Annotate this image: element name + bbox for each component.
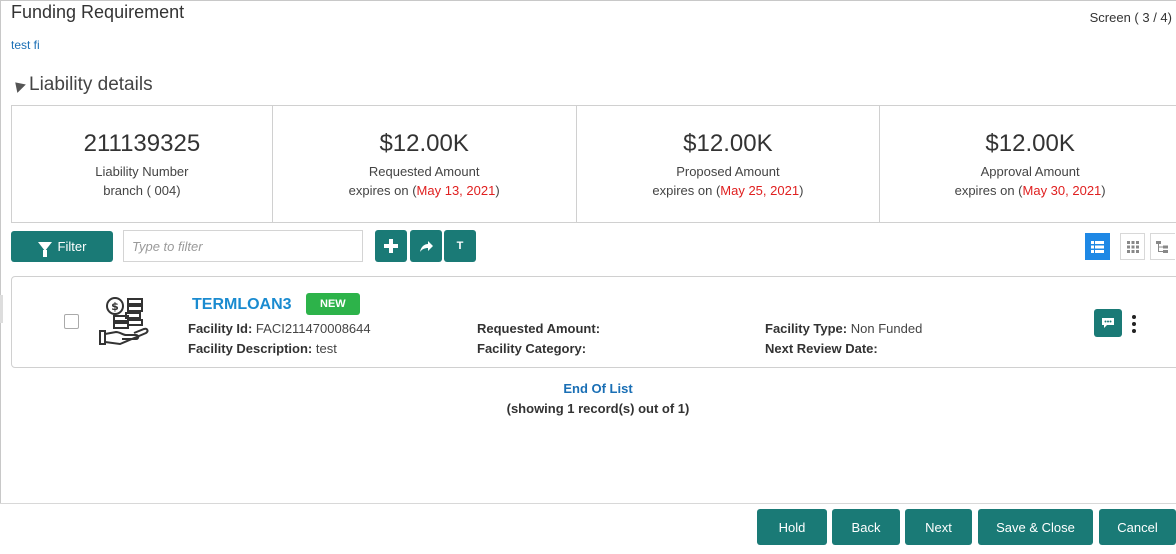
page-subtitle: test fi: [11, 38, 40, 52]
facility-type-value: Non Funded: [850, 321, 923, 336]
card-subline: expires on (May 25, 2021): [652, 181, 803, 200]
card-subline-suffix: ): [799, 183, 804, 198]
card-subline-prefix: expires on (: [348, 183, 417, 198]
save-close-button[interactable]: Save & Close: [978, 509, 1093, 545]
grid-view-icon: [1126, 240, 1139, 253]
facility-description-row: Facility Description: test: [188, 339, 337, 358]
facility-type-row: Facility Type: Non Funded: [765, 319, 922, 338]
facility-id-row: Facility Id: FACI211470008644: [188, 319, 371, 338]
summary-card-liability-number: 211139325 Liability Number branch ( 004): [12, 106, 273, 222]
card-value: $12.00K: [683, 130, 773, 157]
card-value: 211139325: [83, 130, 201, 157]
card-subline: expires on (May 30, 2021): [955, 181, 1106, 200]
facility-category-label: Facility Category:: [477, 341, 587, 356]
cancel-button[interactable]: Cancel: [1099, 509, 1176, 545]
hold-button[interactable]: Hold: [757, 509, 827, 545]
record-title-link[interactable]: TERMLOAN3: [192, 296, 292, 313]
scrollbar-handle[interactable]: [0, 295, 3, 323]
facility-type-label: Facility Type:: [765, 321, 848, 336]
list-item[interactable]: $ TERMLOAN3 NEW Facility Id: FACI2114700…: [11, 276, 1176, 368]
card-subline-prefix: expires on (: [954, 183, 1023, 198]
grid-view-button[interactable]: [1120, 233, 1145, 260]
facility-description-label: Facility Description:: [188, 341, 313, 356]
facility-id-label: Facility Id:: [188, 321, 253, 336]
summary-card-approval-amount: $12.00K Approval Amount expires on (May …: [880, 106, 1176, 222]
summary-cards: 211139325 Liability Number branch ( 004)…: [11, 105, 1176, 223]
share-arrow-icon: [420, 241, 433, 252]
template-button[interactable]: T: [444, 230, 476, 262]
card-value: $12.00K: [379, 130, 469, 157]
record-count-text: (showing 1 record(s) out of 1): [506, 401, 690, 416]
status-badge: NEW: [306, 293, 360, 315]
card-subline: branch ( 004): [103, 181, 180, 200]
expiry-date: May 13, 2021: [416, 183, 496, 198]
expiry-date: May 25, 2021: [720, 183, 800, 198]
chat-bubble-icon: [1102, 318, 1114, 328]
card-subline-suffix: ): [1101, 183, 1106, 198]
section-title: Liability details: [29, 74, 153, 95]
money-hand-icon: $: [99, 297, 149, 346]
card-subline: expires on (May 13, 2021): [349, 181, 500, 200]
filter-button[interactable]: Filter: [11, 231, 113, 262]
next-button[interactable]: Next: [905, 509, 972, 545]
filter-button-label: Filter: [57, 239, 87, 254]
card-subline-text: branch ( 004): [103, 183, 181, 198]
list-view-icon: [1091, 240, 1104, 253]
end-of-list-label: End Of List: [563, 381, 633, 396]
facility-id-value: FACI211470008644: [255, 321, 371, 336]
record-checkbox[interactable]: [64, 314, 79, 329]
template-button-label: T: [456, 240, 464, 252]
filter-input[interactable]: [123, 230, 363, 262]
page-title: Funding Requirement: [11, 2, 185, 22]
expiry-date: May 30, 2021: [1022, 183, 1102, 198]
list-view-button[interactable]: [1085, 233, 1110, 260]
requested-amount-label: Requested Amount:: [477, 321, 601, 336]
section-header-liability[interactable]: Liability details: [10, 74, 153, 96]
card-subline-suffix: ): [495, 183, 500, 198]
svg-text:$: $: [111, 300, 119, 313]
add-button[interactable]: [375, 230, 407, 262]
tree-view-button[interactable]: [1150, 233, 1175, 260]
screen-indicator: Screen ( 3 / 4): [1089, 10, 1172, 25]
tree-view-icon: [1156, 240, 1168, 253]
summary-card-proposed-amount: $12.00K Proposed Amount expires on (May …: [577, 106, 881, 222]
requested-amount-row: Requested Amount:: [477, 319, 600, 338]
comments-button[interactable]: [1094, 309, 1122, 337]
card-label: Liability Number: [95, 164, 189, 179]
back-button[interactable]: Back: [832, 509, 900, 545]
facility-category-row: Facility Category:: [477, 339, 586, 358]
share-button[interactable]: [410, 230, 442, 262]
next-review-date-row: Next Review Date:: [765, 339, 878, 358]
next-review-date-label: Next Review Date:: [765, 341, 878, 356]
card-label: Approval Amount: [980, 164, 1080, 179]
summary-card-requested-amount: $12.00K Requested Amount expires on (May…: [273, 106, 577, 222]
more-options-icon[interactable]: [1132, 315, 1136, 333]
plus-icon: [384, 239, 398, 253]
collapse-triangle-icon: [10, 77, 26, 93]
card-label: Requested Amount: [368, 164, 480, 179]
card-subline-prefix: expires on (: [652, 183, 721, 198]
card-value: $12.00K: [985, 130, 1075, 157]
facility-description-value: test: [315, 341, 337, 356]
funnel-icon: [37, 242, 52, 257]
card-label: Proposed Amount: [676, 164, 780, 179]
